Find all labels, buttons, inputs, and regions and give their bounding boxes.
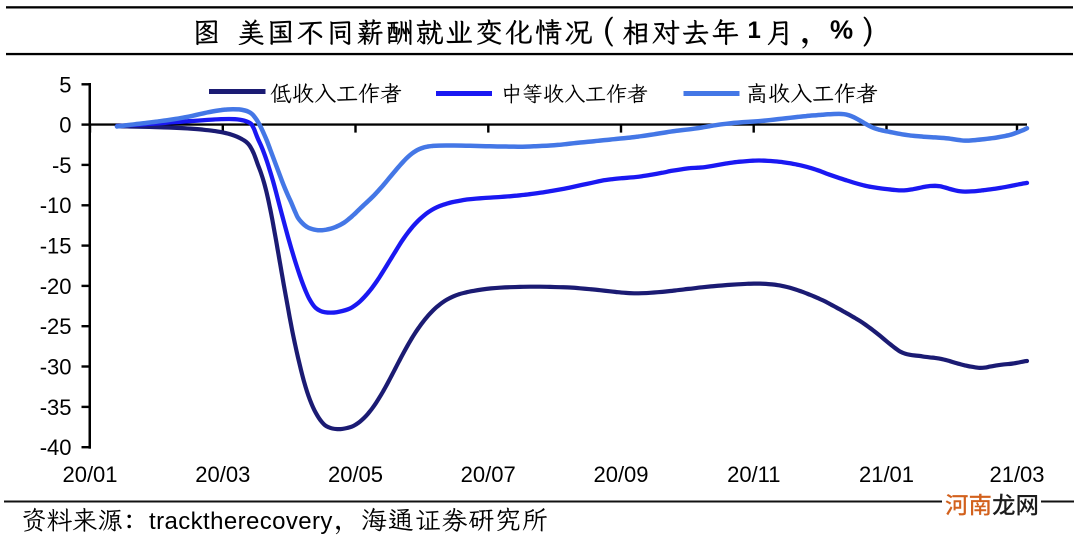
svg-text:20/05: 20/05 <box>328 462 383 487</box>
svg-text:0: 0 <box>59 113 71 138</box>
svg-text:5: 5 <box>59 72 71 97</box>
svg-text:20/09: 20/09 <box>593 462 648 487</box>
svg-text:21/03: 21/03 <box>989 462 1044 487</box>
svg-text:-5: -5 <box>52 153 72 178</box>
svg-text:20/11: 20/11 <box>727 462 780 487</box>
svg-text:-30: -30 <box>40 355 72 380</box>
svg-text:20/03: 20/03 <box>195 462 250 487</box>
svg-text:21/01: 21/01 <box>859 462 914 487</box>
svg-text:1: 1 <box>748 17 761 44</box>
svg-text:-40: -40 <box>40 435 72 460</box>
svg-text:-25: -25 <box>40 314 72 339</box>
svg-text:tracktherecovery: tracktherecovery <box>149 508 333 535</box>
svg-text:-20: -20 <box>40 274 72 299</box>
svg-text:-35: -35 <box>40 395 72 420</box>
svg-text:20/07: 20/07 <box>461 462 516 487</box>
svg-text:20/01: 20/01 <box>62 462 117 487</box>
svg-text:%: % <box>830 14 853 44</box>
svg-text:-10: -10 <box>40 193 72 218</box>
svg-text:-15: -15 <box>40 234 72 259</box>
